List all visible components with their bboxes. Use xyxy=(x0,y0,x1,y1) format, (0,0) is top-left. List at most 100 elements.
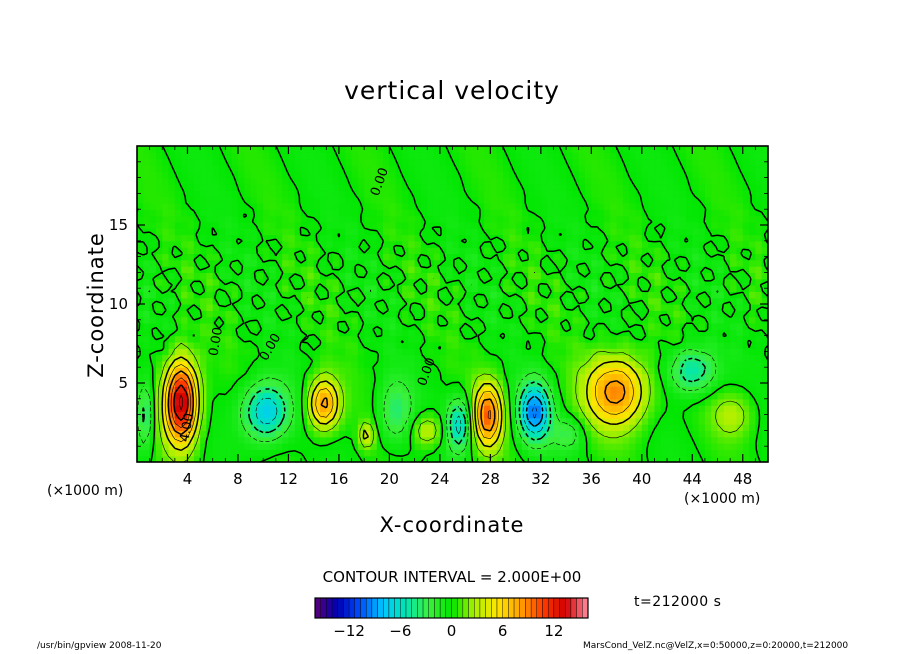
heatmap-cell xyxy=(597,272,605,280)
heatmap-cell xyxy=(458,316,466,324)
heatmap-cell xyxy=(673,228,681,236)
heatmap-cell xyxy=(559,335,567,343)
heatmap-cell xyxy=(704,316,712,324)
heatmap-cell xyxy=(332,398,340,406)
heatmap-cell xyxy=(534,405,542,413)
heatmap-cell xyxy=(566,436,573,444)
heatmap-cell xyxy=(698,335,706,343)
heatmap-cell xyxy=(654,405,662,413)
heatmap-cell xyxy=(490,196,498,204)
heatmap-cell xyxy=(244,297,252,305)
heatmap-cell xyxy=(635,228,643,236)
heatmap-cell xyxy=(351,278,359,286)
heatmap-cell xyxy=(376,329,384,337)
heatmap-cell xyxy=(193,360,201,368)
heatmap-cell xyxy=(704,228,712,236)
heatmap-cell xyxy=(263,449,271,457)
heatmap-cell xyxy=(326,146,334,153)
heatmap-cell xyxy=(730,436,738,444)
heatmap-cell xyxy=(723,285,731,292)
heatmap-cell xyxy=(433,424,441,431)
heatmap-cell xyxy=(484,152,491,160)
heatmap-cell xyxy=(433,348,441,356)
heatmap-cell xyxy=(553,209,561,217)
heatmap-cell xyxy=(351,392,359,400)
heatmap-cell xyxy=(231,272,239,280)
heatmap-cell xyxy=(616,367,624,375)
heatmap-cell xyxy=(749,449,756,457)
heatmap-cell xyxy=(458,329,466,337)
heatmap-cell xyxy=(206,253,214,261)
heatmap-cell xyxy=(282,291,290,299)
heatmap-cell xyxy=(452,322,460,330)
heatmap-cell xyxy=(521,392,529,400)
heatmap-cell xyxy=(446,240,454,248)
heatmap-cell xyxy=(496,196,504,204)
heatmap-cell xyxy=(408,266,416,273)
heatmap-cell xyxy=(307,322,315,330)
heatmap-cell xyxy=(509,177,517,185)
heatmap-cell xyxy=(496,146,504,153)
heatmap-cell xyxy=(319,310,327,318)
heatmap-cell xyxy=(263,430,271,438)
heatmap-cell xyxy=(326,228,334,236)
heatmap-cell xyxy=(641,152,649,160)
heatmap-cell xyxy=(282,430,290,438)
heatmap-cell xyxy=(288,386,296,394)
heatmap-cell xyxy=(515,158,523,166)
heatmap-cell xyxy=(231,253,239,261)
heatmap-cell xyxy=(622,424,630,431)
heatmap-cell xyxy=(660,297,668,305)
heatmap-cell xyxy=(553,310,561,318)
heatmap-cell xyxy=(206,202,214,210)
heatmap-cell xyxy=(282,177,290,185)
heatmap-cell xyxy=(351,146,359,153)
heatmap-cell xyxy=(528,373,536,381)
heatmap-cell xyxy=(376,152,384,160)
heatmap-cell xyxy=(723,386,731,394)
heatmap-cell xyxy=(383,424,390,431)
heatmap-cell xyxy=(521,436,529,444)
heatmap-cell xyxy=(471,392,479,400)
heatmap-cell xyxy=(597,329,605,337)
heatmap-cell xyxy=(585,272,592,280)
heatmap-cell xyxy=(566,304,573,311)
heatmap-cell xyxy=(698,291,706,299)
heatmap-cell xyxy=(420,373,428,381)
heatmap-cell xyxy=(250,354,258,362)
heatmap-cell xyxy=(256,373,264,381)
heatmap-cell xyxy=(603,392,611,400)
heatmap-cell xyxy=(427,234,435,242)
heatmap-cell xyxy=(547,146,555,153)
heatmap-cell xyxy=(528,228,536,236)
heatmap-cell xyxy=(679,240,687,248)
heatmap-cell xyxy=(749,158,756,166)
heatmap-cell xyxy=(231,392,239,400)
heatmap-cell xyxy=(326,367,334,375)
heatmap-cell xyxy=(351,398,359,406)
heatmap-cell xyxy=(231,335,239,343)
heatmap-cell xyxy=(212,360,220,368)
heatmap-cell xyxy=(225,304,233,311)
heatmap-cell xyxy=(395,297,403,305)
heatmap-cell xyxy=(219,449,226,457)
heatmap-cell xyxy=(364,247,372,255)
heatmap-cell xyxy=(452,209,460,217)
heatmap-cell xyxy=(610,417,618,425)
heatmap-cell xyxy=(635,373,643,381)
heatmap-cell xyxy=(307,335,315,343)
heatmap-cell xyxy=(515,202,523,210)
heatmap-cell xyxy=(162,316,170,324)
heatmap-cell xyxy=(402,310,409,318)
heatmap-cell xyxy=(515,424,523,431)
heatmap-cell xyxy=(622,253,630,261)
heatmap-cell xyxy=(509,146,517,153)
heatmap-cell xyxy=(509,335,517,343)
heatmap-cell xyxy=(338,285,346,292)
heatmap-cell xyxy=(692,373,700,381)
heatmap-cell xyxy=(332,259,340,267)
heatmap-cell xyxy=(610,430,618,438)
heatmap-cell xyxy=(200,354,208,362)
heatmap-cell xyxy=(704,253,712,261)
heatmap-cell xyxy=(231,417,239,425)
